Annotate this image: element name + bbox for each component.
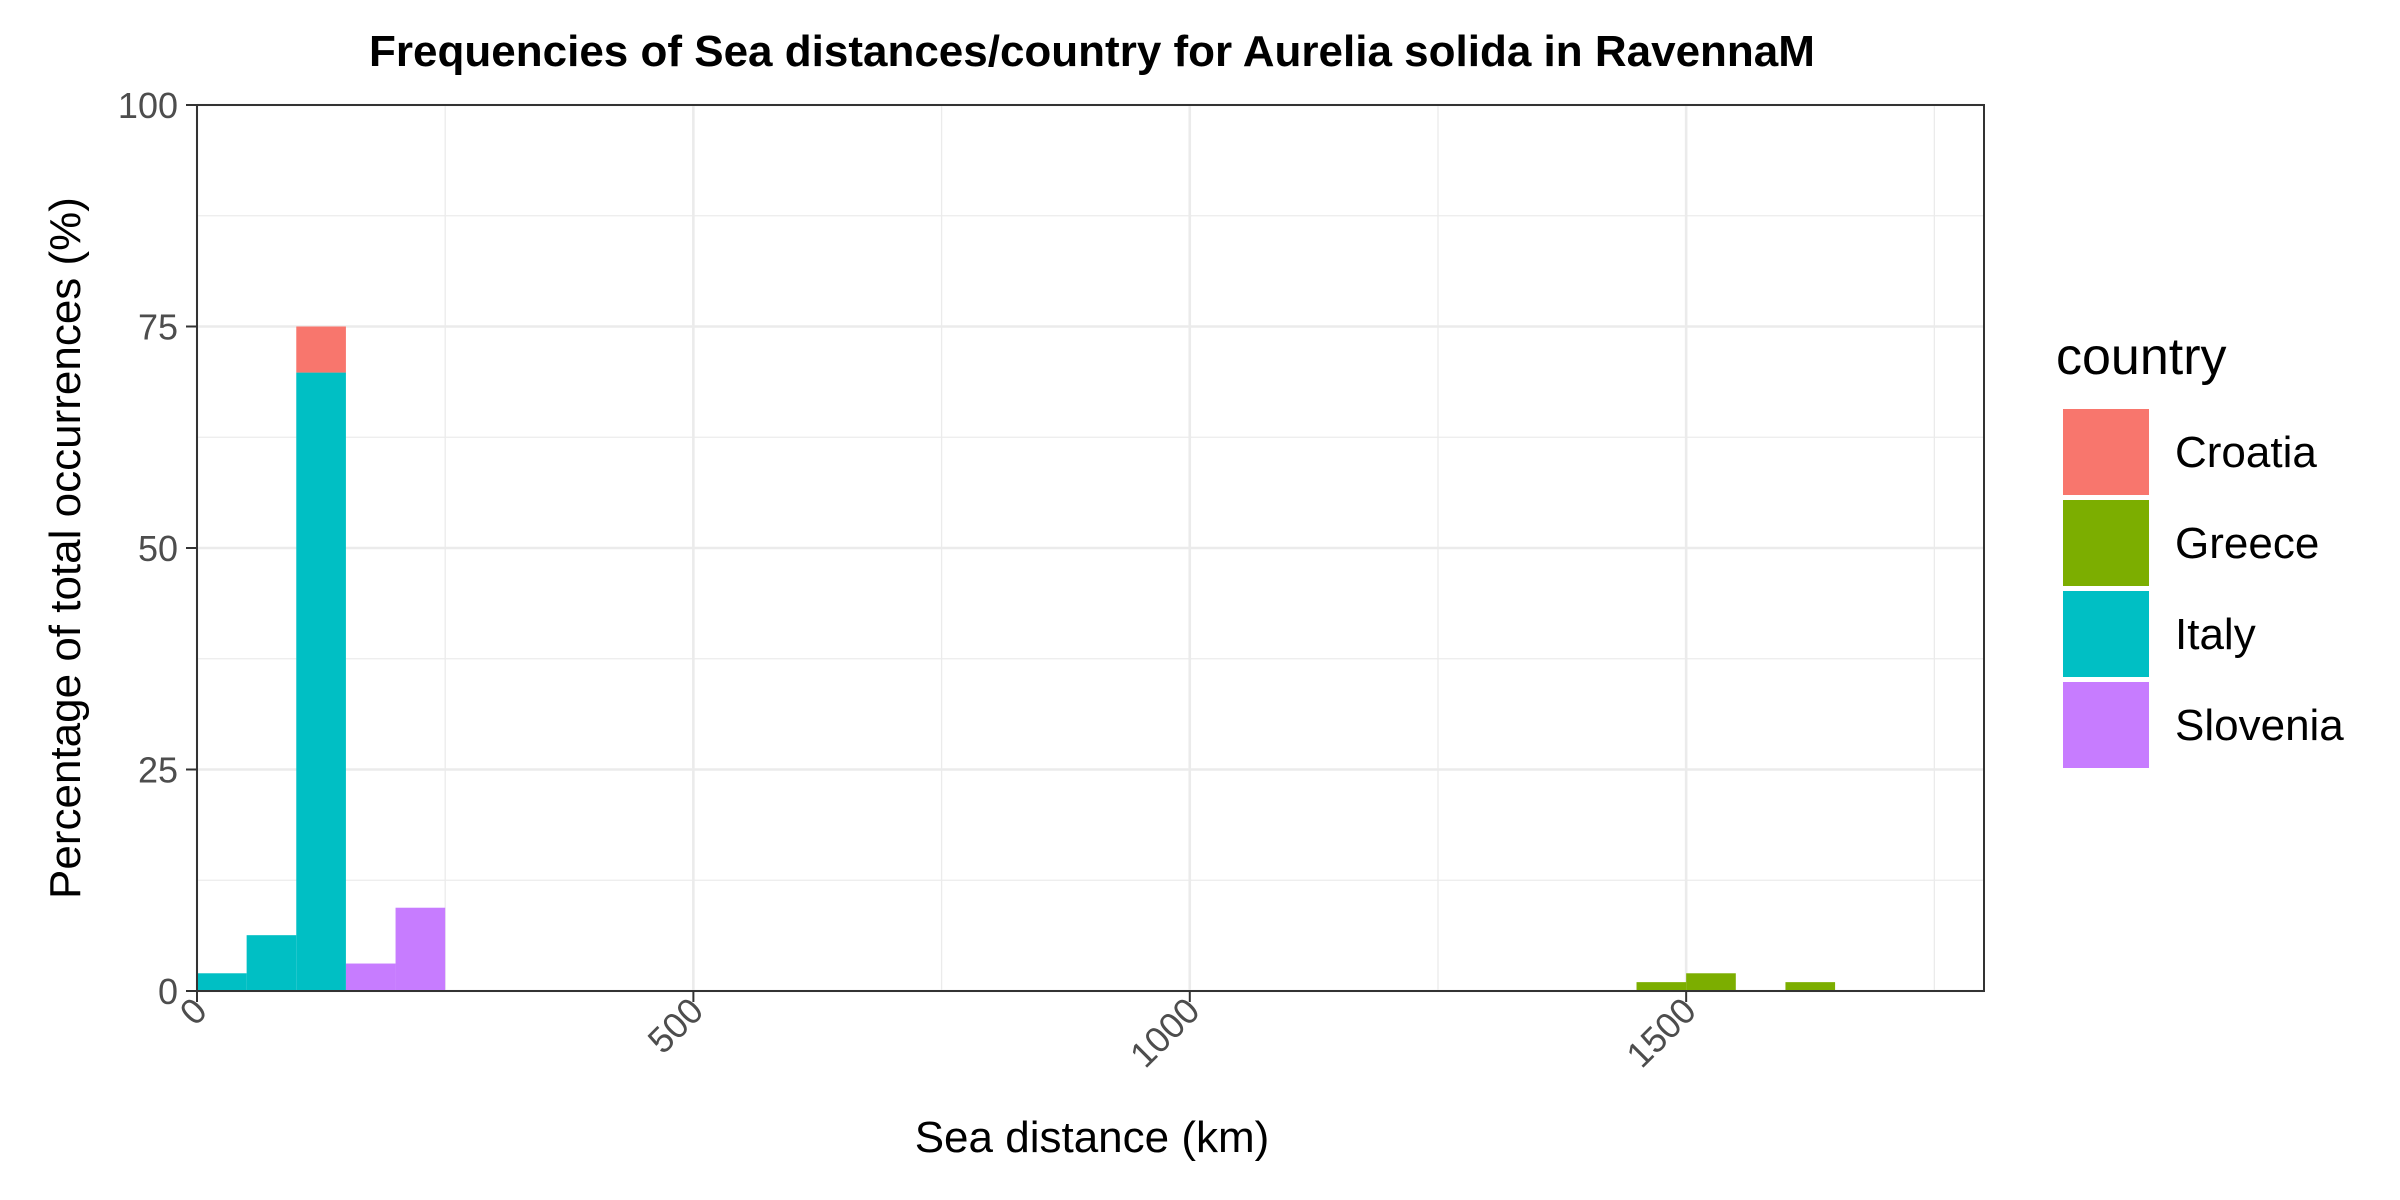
y-tick-label: 50 (138, 528, 178, 569)
legend-key-greece (2063, 500, 2149, 586)
y-tick-label: 75 (138, 307, 178, 348)
bar-greece (1636, 982, 1687, 991)
bar-slovenia (395, 907, 446, 991)
legend-key-croatia (2063, 409, 2149, 495)
legend-title: country (2056, 328, 2227, 386)
bar-slovenia (345, 963, 396, 991)
bar-italy (296, 372, 346, 991)
chart-title: Frequencies of Sea distances/country for… (369, 27, 1815, 76)
x-axis-title: Sea distance (km) (915, 1113, 1270, 1162)
bar-italy (246, 935, 297, 991)
legend-key-italy (2063, 591, 2149, 677)
y-tick-label: 0 (158, 971, 178, 1012)
y-tick-label: 25 (138, 750, 178, 791)
bar-greece (1785, 982, 1836, 991)
y-tick-label: 100 (118, 85, 178, 126)
bar-croatia (296, 326, 346, 373)
legend-label-croatia: Croatia (2175, 428, 2317, 477)
y-axis-title: Percentage of total occurrences (%) (41, 197, 90, 899)
legend-label-slovenia: Slovenia (2175, 701, 2344, 750)
legend-label-greece: Greece (2175, 519, 2319, 568)
legend-label-italy: Italy (2175, 610, 2256, 659)
legend: country Croatia Greece Italy Slovenia (2056, 328, 2344, 768)
legend-key-slovenia (2063, 682, 2149, 768)
bar-italy (197, 973, 247, 991)
bars (197, 326, 1836, 991)
bar-greece (1686, 973, 1736, 991)
y-axis: 0 25 50 75 100 (118, 85, 197, 1012)
